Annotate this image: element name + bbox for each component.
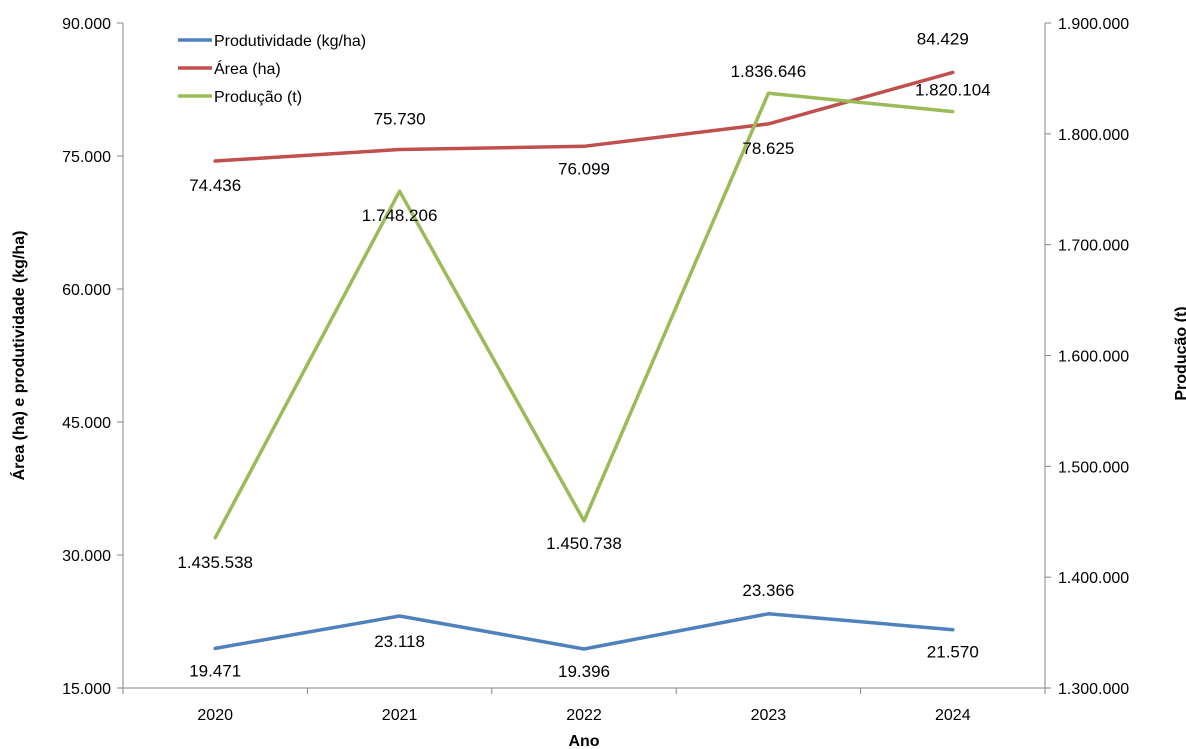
right-tick-label: 1.600.000 xyxy=(1058,349,1129,366)
legend-item-producao: Produção (t) xyxy=(178,89,302,106)
data-label-produtividade: 23.118 xyxy=(374,632,425,651)
right-tick-label: 1.300.000 xyxy=(1058,681,1129,698)
left-tick-label: 30.000 xyxy=(62,548,111,565)
data-label-produtividade: 19.396 xyxy=(558,662,610,681)
series-line-area xyxy=(213,70,955,163)
legend-item-area: Área (ha) xyxy=(178,59,281,78)
left-tick-label: 15.000 xyxy=(62,681,111,698)
right-tick-label: 1.400.000 xyxy=(1058,570,1129,587)
left-tick-label: 60.000 xyxy=(62,282,111,299)
left-tick-label: 45.000 xyxy=(62,415,111,432)
x-tick-label: 2024 xyxy=(935,707,971,724)
right-tick-label: 1.500.000 xyxy=(1058,459,1129,476)
data-label-area: 84.429 xyxy=(917,29,969,48)
data-label-area: 74.436 xyxy=(189,176,241,195)
y-axis-title-right: Produção (t) xyxy=(1173,306,1186,400)
legend-label: Área (ha) xyxy=(214,59,281,78)
right-tick-label: 1.700.000 xyxy=(1058,238,1129,255)
data-label-area: 75.730 xyxy=(374,110,426,129)
left-tick-label: 75.000 xyxy=(62,149,111,166)
data-label-area: 78.625 xyxy=(742,139,794,158)
x-tick-label: 2023 xyxy=(751,707,787,724)
data-label-producao: 1.836.646 xyxy=(731,62,807,81)
right-tick-label: 1.800.000 xyxy=(1058,127,1129,144)
legend-label: Produtividade (kg/ha) xyxy=(214,33,366,50)
data-label-producao: 1.748.206 xyxy=(362,206,438,225)
y-axis-title-left: Área (ha) e produtividade (kg/ha) xyxy=(9,231,28,481)
x-tick-label: 2021 xyxy=(382,707,418,724)
series-line-produtividade xyxy=(213,612,955,651)
right-tick-label: 1.900.000 xyxy=(1058,16,1129,33)
data-label-producao: 1.435.538 xyxy=(177,553,253,572)
x-tick-label: 2020 xyxy=(197,707,233,724)
data-label-produtividade: 23.366 xyxy=(742,581,794,600)
data-label-producao: 1.450.738 xyxy=(546,534,622,553)
data-label-producao: 1.820.104 xyxy=(915,81,991,100)
data-label-produtividade: 19.471 xyxy=(189,661,241,680)
left-tick-label: 90.000 xyxy=(62,16,111,33)
series-line-producao xyxy=(213,91,955,540)
x-axis-title: Ano xyxy=(568,733,599,749)
data-label-produtividade: 21.570 xyxy=(927,643,979,662)
x-tick-label: 2022 xyxy=(566,707,602,724)
legend-label: Produção (t) xyxy=(214,89,302,106)
data-label-area: 76.099 xyxy=(558,159,610,178)
legend-item-produtividade: Produtividade (kg/ha) xyxy=(178,33,366,50)
